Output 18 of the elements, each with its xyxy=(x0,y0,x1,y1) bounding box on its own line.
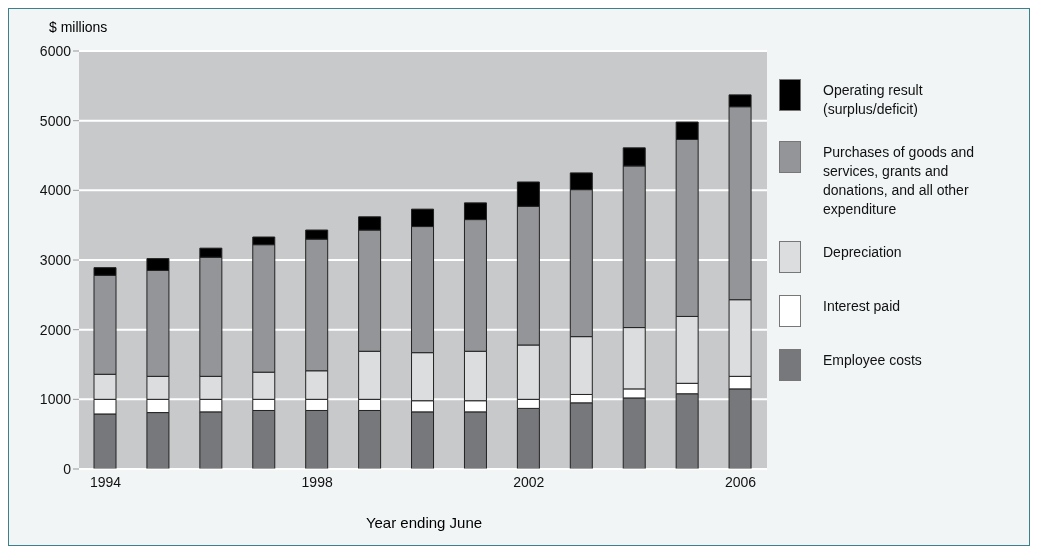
legend-label: Employee costs xyxy=(823,351,922,370)
y-tick-label: 2000 xyxy=(39,321,72,338)
legend-label: Depreciation xyxy=(823,243,902,262)
legend-label: Purchases of goods and services, grants and donations, and all other expenditure xyxy=(823,143,975,219)
x-axis-title: Year ending June xyxy=(364,514,484,531)
y-tick-label: 3000 xyxy=(39,251,72,268)
y-tick-label: 5000 xyxy=(39,112,72,129)
y-tick-label: 1000 xyxy=(39,391,72,408)
x-tick-label: 1998 xyxy=(301,473,333,490)
legend-label: Interest paid xyxy=(823,297,901,316)
x-tick-label: 1994 xyxy=(89,473,122,490)
y-tick-label: 6000 xyxy=(39,42,72,59)
legend-label: Operating result (surplus/deficit) xyxy=(823,81,924,119)
x-tick-label: 2002 xyxy=(513,473,545,490)
x-tick-label: 2006 xyxy=(724,473,757,490)
y-tick-label: 4000 xyxy=(39,182,72,199)
y-tick-label: 0 xyxy=(63,460,72,477)
y-axis-title: $ millions xyxy=(49,19,108,35)
